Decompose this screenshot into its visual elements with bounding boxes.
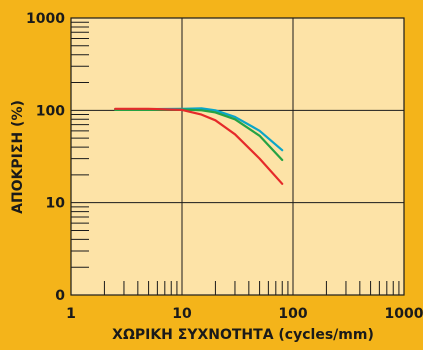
plot-frame [70,17,405,296]
x-tick-label: 100 [278,306,307,322]
series-line-3 [114,107,284,185]
x-tick-label: 1 [66,306,76,322]
x-axis-label: ΧΩΡΙΚΗ ΣΥΧΝΟΤΗΤΑ (cycles/mm) [112,327,374,343]
series-layer [114,107,284,185]
tick-labels: 1 10 100 1000 0 10 100 1000 [26,11,423,322]
y-tick-label: 0 [55,288,65,304]
plot-area [71,18,404,295]
y-axis-label: ΑΠΟΚΡΙΣΗ (%) [10,100,26,214]
y-tick-label: 100 [36,103,65,119]
y-tick-label: 10 [46,196,66,212]
y-tick-label: 1000 [26,11,65,27]
x-tick-label: 1000 [385,306,423,322]
x-tick-label: 10 [172,306,192,322]
